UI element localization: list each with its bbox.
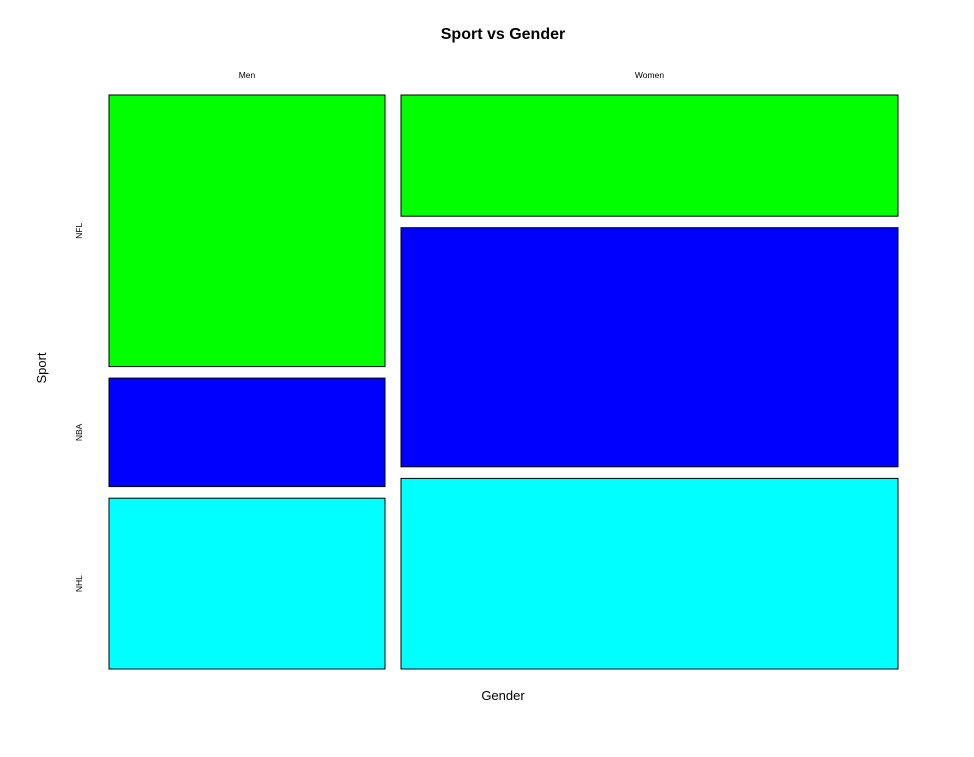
column-label-men: Men — [239, 70, 256, 80]
column-labels: Men Women — [239, 70, 665, 80]
cell-men-nba — [108, 377, 386, 488]
cell-men-nhl — [108, 497, 386, 670]
row-label-nfl: NFL — [74, 223, 84, 239]
row-label-nba: NBA — [74, 423, 84, 441]
column-label-women: Women — [635, 70, 664, 80]
cell-women-nhl — [400, 477, 899, 670]
cell-women-nfl — [400, 94, 899, 217]
cell-women-nba — [400, 227, 899, 468]
cell-men-nfl — [108, 94, 386, 368]
mosaic-cells — [108, 94, 899, 670]
chart-title: Sport vs Gender — [441, 26, 565, 43]
row-labels: NFL NBA NHL — [74, 223, 84, 593]
y-axis-label: Sport — [34, 352, 49, 383]
row-label-nhl: NHL — [74, 575, 84, 592]
x-axis-label: Gender — [481, 688, 525, 703]
